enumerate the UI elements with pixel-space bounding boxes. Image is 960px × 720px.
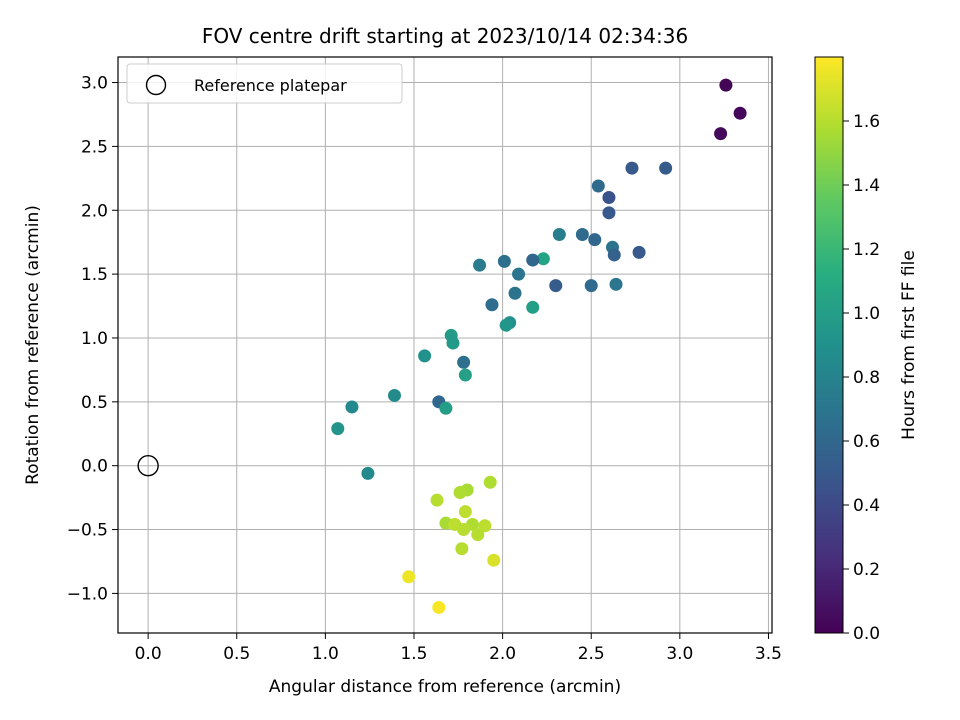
y-tick-label: 2.5 bbox=[81, 137, 108, 157]
y-tick-label: −0.5 bbox=[67, 521, 108, 541]
data-point bbox=[446, 336, 460, 350]
colorbar-label: Hours from first FF file bbox=[899, 250, 919, 440]
data-point bbox=[549, 279, 563, 293]
data-point bbox=[625, 161, 639, 175]
data-point bbox=[552, 228, 566, 242]
y-tick-label: 1.5 bbox=[81, 265, 108, 285]
data-point bbox=[497, 254, 511, 268]
colorbar-tick-label: 0.4 bbox=[853, 496, 880, 516]
data-point bbox=[607, 248, 621, 262]
data-point bbox=[471, 528, 485, 542]
colorbar-ticks: 0.0 0.2 0.4 0.6 0.8 1.0 1.2 1.4 1.6 bbox=[843, 112, 880, 644]
data-point bbox=[458, 505, 472, 519]
data-point bbox=[632, 245, 646, 259]
data-point bbox=[485, 298, 499, 312]
data-point bbox=[526, 253, 540, 267]
colorbar-tick-label: 1.0 bbox=[853, 304, 880, 324]
data-point bbox=[499, 318, 513, 332]
legend-label: Reference platepar bbox=[194, 76, 347, 95]
data-point bbox=[453, 486, 467, 500]
plot-frame bbox=[117, 56, 773, 634]
data-point bbox=[659, 161, 673, 175]
colorbar-tick-label: 1.4 bbox=[853, 176, 880, 196]
grid bbox=[118, 57, 772, 633]
data-point bbox=[526, 300, 540, 314]
chart-title: FOV centre drift starting at 2023/10/14 … bbox=[202, 24, 688, 48]
data-point bbox=[418, 349, 432, 363]
data-point bbox=[714, 127, 728, 141]
colorbar-tick-label: 1.2 bbox=[853, 240, 880, 260]
data-point bbox=[602, 206, 616, 220]
data-point bbox=[609, 277, 623, 291]
y-axis-label: Rotation from reference (arcmin) bbox=[23, 205, 43, 485]
data-point bbox=[487, 553, 501, 567]
data-point bbox=[387, 388, 401, 402]
data-point bbox=[455, 542, 469, 556]
data-point bbox=[591, 179, 605, 193]
colorbar-tick-label: 0.2 bbox=[853, 560, 880, 580]
colorbar-tick-label: 0.0 bbox=[853, 624, 880, 644]
data-point bbox=[584, 279, 598, 293]
x-tick-label: 0.5 bbox=[223, 644, 250, 664]
data-point bbox=[733, 106, 747, 120]
x-tick-label: 0.0 bbox=[135, 644, 162, 664]
data-point bbox=[345, 400, 359, 414]
data-point bbox=[439, 401, 453, 415]
y-tick-label: 2.0 bbox=[81, 201, 108, 221]
data-point bbox=[457, 355, 471, 369]
legend-box bbox=[126, 63, 403, 104]
data-point bbox=[483, 475, 497, 489]
colorbar-tick-label: 0.8 bbox=[853, 368, 880, 388]
x-tick-label: 3.0 bbox=[666, 644, 693, 664]
x-tick-label: 1.5 bbox=[400, 644, 427, 664]
reference-platepar-marker bbox=[137, 454, 159, 477]
y-tick-label: 1.0 bbox=[81, 329, 108, 349]
x-tick-label: 2.5 bbox=[578, 644, 605, 664]
data-point bbox=[575, 228, 589, 242]
data-point bbox=[588, 233, 602, 247]
data-point bbox=[473, 258, 487, 272]
y-tick-label: −1.0 bbox=[67, 584, 108, 604]
legend: Reference platepar bbox=[126, 63, 403, 104]
data-point bbox=[602, 190, 616, 204]
y-tick-label: 3.0 bbox=[81, 74, 108, 94]
x-tick-label: 3.5 bbox=[755, 644, 782, 664]
colorbar-tick-label: 1.6 bbox=[853, 112, 880, 132]
data-point bbox=[402, 570, 416, 584]
colorbar-gradient bbox=[814, 56, 844, 634]
data-point bbox=[432, 600, 446, 614]
x-ticks: 0.0 0.5 1.0 1.5 2.0 2.5 3.0 3.5 bbox=[135, 633, 782, 664]
colorbar: 0.0 0.2 0.4 0.6 0.8 1.0 1.2 1.4 1.6 Hours from f… bbox=[814, 56, 919, 644]
y-tick-label: 0.5 bbox=[81, 393, 108, 413]
colorbar-tick-label: 0.6 bbox=[853, 432, 880, 452]
x-tick-label: 1.0 bbox=[312, 644, 339, 664]
y-tick-label: 0.0 bbox=[81, 457, 108, 477]
legend-reference-marker bbox=[145, 74, 167, 96]
data-point bbox=[478, 519, 492, 533]
data-point bbox=[458, 368, 472, 382]
data-point bbox=[719, 78, 733, 92]
data-points bbox=[137, 78, 747, 614]
x-axis-label: Angular distance from reference (arcmin) bbox=[269, 677, 621, 697]
data-point bbox=[361, 466, 375, 480]
data-point bbox=[430, 493, 444, 507]
data-point bbox=[508, 286, 522, 300]
data-point bbox=[457, 523, 471, 537]
x-tick-label: 2.0 bbox=[489, 644, 516, 664]
data-point bbox=[331, 422, 345, 436]
y-ticks: −1.0 −0.5 0.0 0.5 1.0 1.5 2.0 2.5 3.0 bbox=[67, 74, 118, 604]
data-point bbox=[536, 252, 550, 266]
data-point bbox=[512, 267, 526, 281]
